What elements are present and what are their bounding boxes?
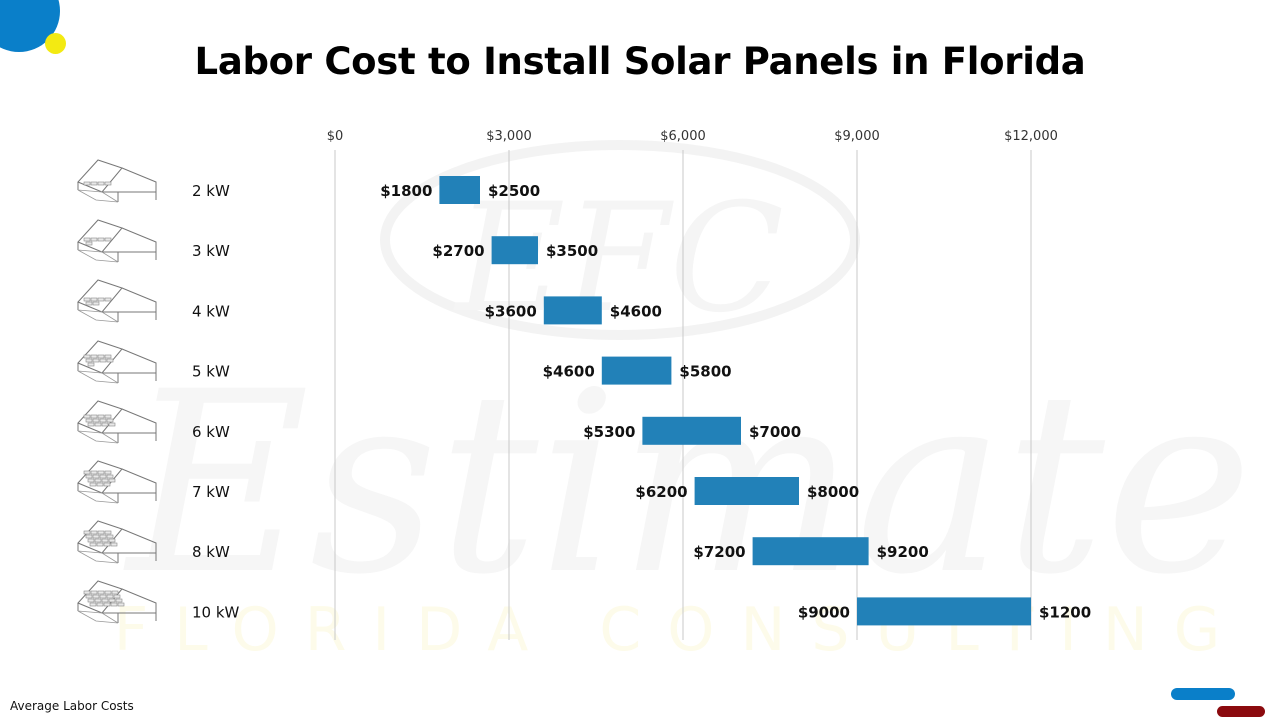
high-value-label: $5800 [679, 363, 731, 381]
category-label: 3 kW [192, 242, 230, 260]
decorative-red-bar [1217, 706, 1265, 717]
high-value-label: $8000 [807, 483, 859, 501]
chart-title: Labor Cost to Install Solar Panels in Fl… [194, 40, 1086, 83]
range-bar [642, 416, 741, 445]
low-value-label: $1800 [380, 182, 432, 200]
range-bar [752, 537, 869, 566]
high-value-label: $3500 [546, 242, 598, 260]
high-value-label: $4600 [610, 302, 662, 320]
x-tick-label: $12,000 [1004, 129, 1058, 144]
range-bar [857, 597, 1031, 626]
low-value-label: $2700 [432, 242, 484, 260]
roof-panels-icon [77, 340, 157, 383]
high-value-label: $7000 [749, 423, 801, 441]
category-label: 10 kW [192, 603, 240, 621]
category-label: 7 kW [192, 483, 230, 501]
low-value-label: $9000 [798, 603, 850, 621]
category-label: 2 kW [192, 182, 230, 200]
low-value-label: $7200 [693, 543, 745, 561]
category-label: 5 kW [192, 363, 230, 381]
high-value-label: $9200 [877, 543, 929, 561]
roof-panels-icon [77, 219, 157, 263]
footnote: Average Labor Costs [10, 699, 134, 713]
x-tick-label: $6,000 [660, 129, 706, 144]
x-tick-label: $3,000 [486, 129, 532, 144]
roof-panels-icon [77, 159, 157, 203]
range-bar [543, 296, 602, 325]
range-bar [439, 176, 480, 204]
range-bar [491, 236, 538, 265]
decorative-blue-bar [1171, 688, 1235, 700]
range-bar [694, 477, 799, 505]
decorative-yellow-circle [45, 33, 66, 54]
low-value-label: $3600 [485, 302, 537, 320]
x-tick-label: $0 [327, 129, 344, 144]
roof-panels-icon [77, 279, 157, 323]
roof-panels-icon [77, 460, 157, 504]
range-bar [601, 356, 672, 385]
low-value-label: $6200 [635, 483, 687, 501]
roof-panels-icon [77, 520, 157, 564]
watermark-word: Estimate [123, 338, 1253, 629]
category-label: 8 kW [192, 543, 230, 561]
roof-panels-icon [77, 400, 157, 444]
category-label: 6 kW [192, 423, 230, 441]
watermark-tagline: FLORIDA CONSULTING [114, 595, 1247, 665]
high-value-label: $1200 [1039, 603, 1091, 621]
roof-panels-icon [77, 580, 157, 624]
high-value-label: $2500 [488, 182, 540, 200]
x-tick-label: $9,000 [834, 129, 880, 144]
low-value-label: $5300 [583, 423, 635, 441]
low-value-label: $4600 [543, 363, 595, 381]
category-label: 4 kW [192, 302, 230, 320]
